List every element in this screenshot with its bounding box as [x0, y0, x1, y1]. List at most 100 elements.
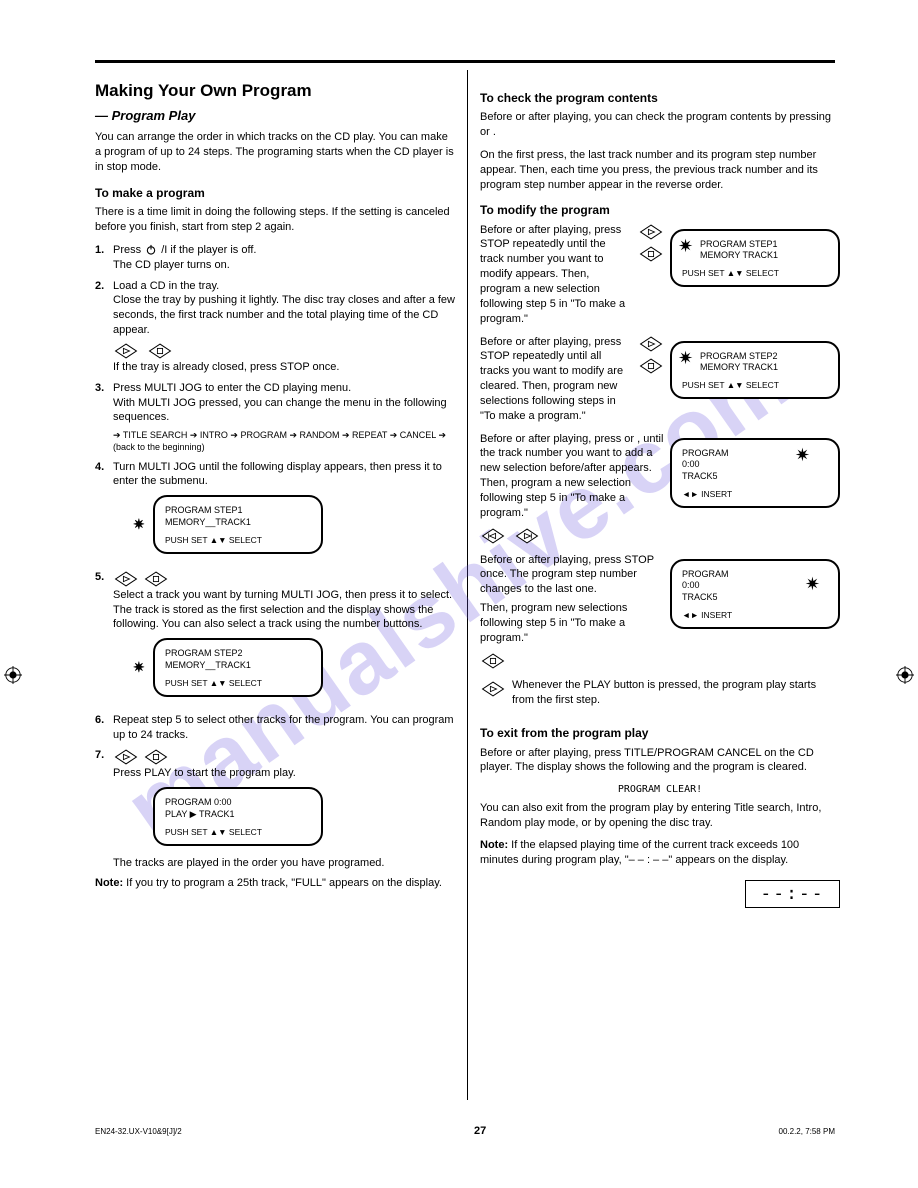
modify-2: Before or after playing, press or , unti… [480, 432, 664, 521]
page-title: Making Your Own Program [95, 80, 455, 103]
registration-mark-left [4, 666, 22, 684]
play-button-icon [638, 223, 664, 241]
play-button-icon [113, 342, 139, 360]
screen-r4-line3: TRACK5 [682, 592, 828, 604]
exit-line: PROGRAM CLEAR! [480, 783, 840, 797]
step-1-text-b: /I if the player is off. [161, 244, 256, 256]
page-footer: EN24-32.UX-V10&9[J]/2 27 00.2.2, 7:58 PM [95, 1120, 835, 1142]
screen-b-line2: MEMORY__TRACK1 [165, 660, 311, 672]
step-3-seq: ➔ TITLE SEARCH ➔ INTRO ➔ PROGRAM ➔ RANDO… [113, 429, 455, 453]
screen-a-line2: MEMORY__TRACK1 [165, 517, 311, 529]
step-1-text-a: Press [113, 244, 144, 256]
prev-button-icon [480, 527, 506, 545]
section-modify: To modify the program [480, 202, 840, 218]
footer-right: 00.2.2, 7:58 PM [779, 1127, 835, 1136]
screen-r2-line1: PROGRAM STEP2 [700, 351, 828, 363]
screen-c-hint: PUSH SET ▲▼ SELECT [165, 827, 311, 838]
registration-mark-right [896, 666, 914, 684]
modify-row-1: Before or after playing, press STOP repe… [480, 223, 840, 327]
step-4-text: Turn MULTI JOG until the following displ… [113, 460, 455, 490]
screen-a-line1: PROGRAM STEP1 [165, 505, 311, 517]
screen-r1-hint: PUSH SET ▲▼ SELECT [682, 268, 828, 279]
step-2-text: Load a CD in the tray. [113, 279, 455, 294]
modify-row-3: Before or after playing, press or , unti… [480, 432, 840, 545]
time-limit-note: There is a time limit in doing the follo… [95, 205, 455, 235]
screen-r3-hint: ◄► INSERT [682, 489, 828, 500]
step-7b: The tracks are played in the order you h… [113, 856, 455, 871]
screen-r1-line1: PROGRAM STEP1 [700, 239, 828, 251]
section-make-program: To make a program [95, 185, 455, 201]
step-number: 4. [95, 460, 113, 564]
note-1-text: If you try to program a 25th track, "FUL… [126, 877, 442, 889]
right-column: To check the program contents Before or … [480, 80, 840, 912]
after-body: Whenever the PLAY button is pressed, the… [512, 678, 840, 708]
icon-pair [638, 223, 664, 263]
modify-2b: Before or after playing, press STOP once… [480, 553, 664, 598]
step-3a: Press MULTI JOG to enter the CD playing … [113, 381, 455, 396]
screen-r1-line2: MEMORY TRACK1 [700, 250, 828, 262]
screen-b-line1: PROGRAM STEP2 [165, 648, 311, 660]
step-3: 3. Press MULTI JOG to enter the CD playi… [95, 381, 455, 454]
left-column: Making Your Own Program — Program Play Y… [95, 80, 455, 899]
stop-button-icon [147, 342, 173, 360]
lcd-display: --:-- [745, 880, 840, 908]
modify-1b: Before or after playing, press STOP repe… [480, 335, 632, 424]
screen-c-line2: PLAY ▶ TRACK1 [165, 809, 311, 821]
note-label: Note: [480, 839, 508, 851]
page-subtitle: — Program Play [95, 107, 455, 125]
check-body: Before or after playing, you can check t… [480, 110, 840, 140]
note-r-text: If the elapsed playing time of the curre… [480, 839, 799, 866]
stop-button-icon [638, 245, 664, 263]
modify-2c: Then, program new selections following s… [480, 601, 664, 646]
modify-1a: Before or after playing, press STOP repe… [480, 223, 632, 327]
step-number: 1. [95, 243, 113, 273]
stop-button-icon [638, 357, 664, 375]
modify-row-2: Before or after playing, press STOP repe… [480, 335, 840, 424]
note-label: Note: [95, 877, 123, 889]
screen-r3-line3: TRACK5 [682, 471, 828, 483]
modify-row-4: Before or after playing, press STOP once… [480, 553, 840, 670]
step-6: 6. Repeat step 5 to select other tracks … [95, 713, 455, 743]
step-5: 5. Select a track you want by turning MU… [95, 570, 455, 707]
section-check: To check the program contents [480, 90, 840, 106]
step-6-text: Repeat step 5 to select other tracks for… [113, 713, 455, 743]
screen-b: ✷ PROGRAM STEP2 MEMORY__TRACK1 PUSH SET … [153, 638, 323, 696]
step-number: 2. [95, 279, 113, 375]
screen-b-hint: PUSH SET ▲▼ SELECT [165, 678, 311, 689]
step-5a: Select a track you want by turning MULTI… [113, 588, 455, 603]
step-7-text: Press PLAY to start the program play. [113, 766, 455, 781]
screen-r2-line2: MEMORY TRACK1 [700, 362, 828, 374]
step-2: 2. Load a CD in the tray. Close the tray… [95, 279, 455, 375]
section-exit: To exit from the program play [480, 725, 840, 741]
step-2-text-b: Close the tray by pushing it lightly. Th… [113, 293, 455, 338]
step-2-text-c: If the tray is already closed, press STO… [113, 360, 455, 375]
screen-r3: ✷ PROGRAM 0:00 TRACK5 ◄► INSERT [670, 438, 840, 508]
exit-body: Before or after playing, press TITLE/PRO… [480, 746, 840, 776]
top-rule [95, 60, 835, 63]
exit-body2: You can also exit from the program play … [480, 801, 840, 831]
screen-r4: ✷ PROGRAM 0:00 TRACK5 ◄► INSERT [670, 559, 840, 629]
play-button-icon [638, 335, 664, 353]
step-number: 3. [95, 381, 113, 454]
icon-pair [638, 335, 664, 375]
stop-button-icon [143, 748, 169, 766]
page-number: 27 [469, 1120, 491, 1142]
power-icon [144, 244, 158, 255]
screen-a: ✷ PROGRAM STEP1 MEMORY__TRACK1 PUSH SET … [153, 495, 323, 553]
step-7: 7. Press PLAY to start the program play.… [95, 748, 455, 870]
step-4: 4. Turn MULTI JOG until the following di… [95, 460, 455, 564]
screen-r4-hint: ◄► INSERT [682, 610, 828, 621]
note-r: Note: If the elapsed playing time of the… [480, 838, 840, 868]
step-5b: The track is stored as the first selecti… [113, 603, 455, 633]
step-number: 6. [95, 713, 113, 743]
step-number: 5. [95, 570, 113, 707]
intro-text: You can arrange the order in which track… [95, 130, 455, 175]
stop-button-icon [480, 652, 506, 670]
note-1: Note: If you try to program a 25th track… [95, 876, 455, 891]
stop-button-icon [143, 570, 169, 588]
play-button-icon [113, 748, 139, 766]
next-button-icon [514, 527, 540, 545]
column-divider [467, 70, 468, 1100]
footer-left: EN24-32.UX-V10&9[J]/2 [95, 1127, 182, 1136]
play-button-icon [113, 570, 139, 588]
